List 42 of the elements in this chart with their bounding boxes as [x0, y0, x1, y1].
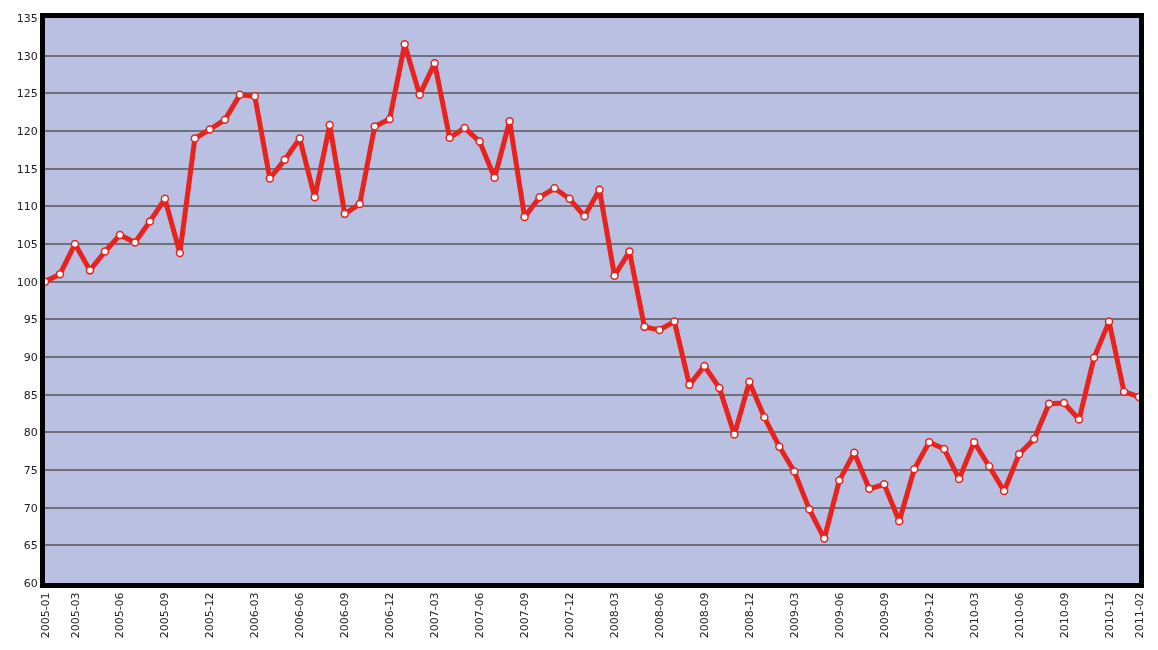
- x-tick-label: 2009-03: [787, 592, 801, 639]
- x-tick-label: 2007-12: [563, 592, 577, 639]
- y-tick-label: 110: [16, 200, 38, 214]
- y-tick-label: 85: [23, 388, 38, 402]
- y-tick-label: 115: [16, 162, 38, 176]
- x-tick-label: 2011-02: [1132, 592, 1146, 639]
- x-tick-label: 2005-01: [38, 592, 52, 639]
- x-tick-label: 2006-03: [248, 592, 262, 639]
- x-tick-label: 2010-03: [967, 592, 981, 639]
- x-tick-label: 2005-06: [113, 592, 127, 639]
- y-tick-label: 105: [16, 237, 38, 251]
- x-tick-label: 2008-09: [697, 592, 711, 639]
- y-tick-label: 100: [16, 275, 38, 289]
- y-tick-label: 65: [23, 539, 38, 553]
- x-tick-label: 2007-09: [518, 592, 532, 639]
- x-tick-label: 2009-12: [922, 592, 936, 639]
- x-tick-label: 2010-06: [1012, 592, 1026, 639]
- y-tick-label: 95: [23, 313, 38, 327]
- x-tick-label: 2009-09: [877, 592, 891, 639]
- x-tick-label: 2006-09: [338, 592, 352, 639]
- y-tick-label: 125: [16, 87, 38, 101]
- x-tick-label: 2005-03: [68, 592, 82, 639]
- y-tick-label: 75: [23, 463, 38, 477]
- x-tick-label: 2006-12: [383, 592, 397, 639]
- x-tick-label: 2010-12: [1102, 592, 1116, 639]
- x-tick-label: 2006-06: [293, 592, 307, 639]
- y-tick-label: 80: [23, 426, 38, 440]
- x-tick-label: 2005-12: [203, 592, 217, 639]
- x-tick-label: 2007-06: [473, 592, 487, 639]
- y-tick-label: 90: [23, 350, 38, 364]
- x-tick-label: 2009-06: [832, 592, 846, 639]
- y-tick-label: 130: [16, 49, 38, 63]
- x-tick-label: 2008-03: [608, 592, 622, 639]
- y-tick-label: 120: [16, 124, 38, 138]
- y-tick-label: 135: [16, 11, 38, 25]
- x-tick-label: 2007-03: [428, 592, 442, 639]
- x-tick-label: 2010-09: [1057, 592, 1071, 639]
- y-tick-label: 70: [23, 501, 38, 515]
- x-tick-label: 2008-12: [742, 592, 756, 639]
- y-tick-label: 60: [23, 576, 38, 590]
- x-tick-label: 2008-06: [653, 592, 667, 639]
- x-tick-label: 2005-09: [158, 592, 172, 639]
